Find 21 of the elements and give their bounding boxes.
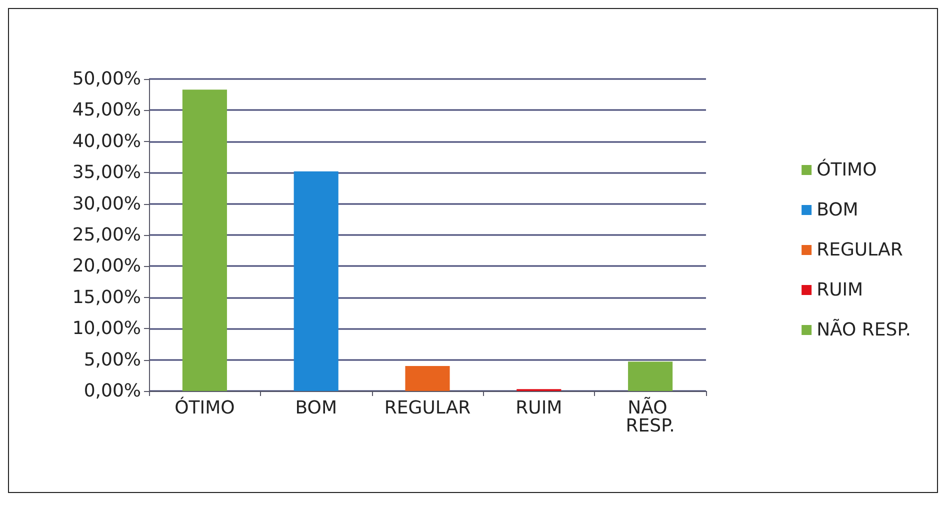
y-tick-label: 35,00% xyxy=(72,162,141,184)
legend-label: ÓTIMO xyxy=(816,158,877,180)
x-tick-label: ÓTIMO xyxy=(174,396,235,418)
y-tick-label: 20,00% xyxy=(72,256,141,277)
x-tick-label: BOM xyxy=(295,398,337,418)
legend-label: REGULAR xyxy=(816,240,903,260)
y-tick-label: 15,00% xyxy=(72,286,141,308)
y-tick-label: 45,00% xyxy=(72,100,141,121)
y-tick-label: 50,00% xyxy=(72,68,141,90)
y-tick-label: 25,00% xyxy=(72,224,141,246)
y-tick-label: 0,00% xyxy=(84,380,141,402)
y-tick-label: 5,00% xyxy=(84,349,141,370)
legend-label: NÃO RESP. xyxy=(816,318,912,340)
legend-label: RUIM xyxy=(816,280,864,300)
x-tick-label: RUIM xyxy=(516,398,562,418)
x-tick-label: REGULAR xyxy=(384,398,471,418)
legend-label: BOM xyxy=(816,200,858,220)
x-tick-label: NÃO RESP. xyxy=(626,396,675,436)
y-tick-label: 10,00% xyxy=(72,318,141,340)
y-tick-label: 40,00% xyxy=(72,130,141,152)
y-tick-label: 30,00% xyxy=(72,193,141,214)
